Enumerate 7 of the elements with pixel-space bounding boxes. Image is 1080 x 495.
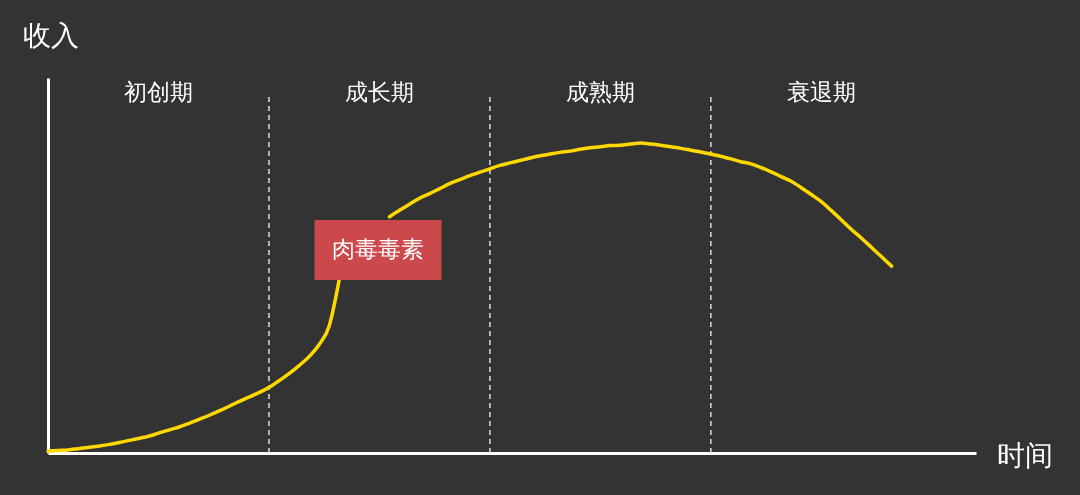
annotation: 肉毒毒素 — [332, 236, 424, 262]
x-tick-label: 衰退期 — [786, 79, 856, 105]
x-tick-label: 成长期 — [344, 79, 414, 105]
x-axis-title: 时间 — [997, 439, 1053, 472]
x-tick-label: 成熟期 — [565, 79, 635, 105]
x-tick-label: 初创期 — [123, 79, 193, 105]
y-axis-title: 收入 — [23, 19, 79, 52]
